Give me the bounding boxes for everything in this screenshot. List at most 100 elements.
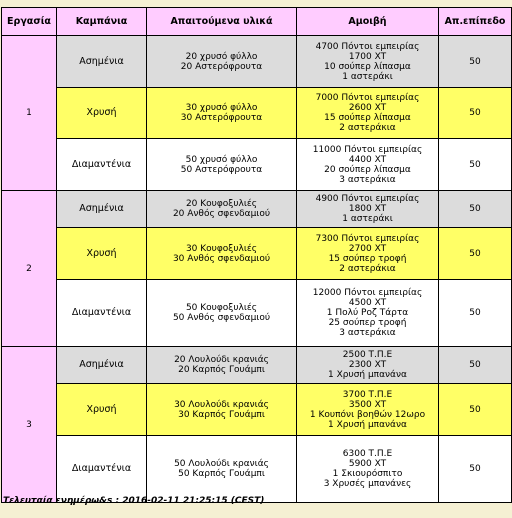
table-body: 1 Ασημένια 20 χρυσό φύλλο 20 Αστερόφρουτα 47… bbox=[1, 35, 512, 503]
campaign-cell: Διαμαντένια bbox=[56, 435, 147, 503]
table-row: Διαμαντένια 50 Λουλούδι κρανιάς 50 Καρπός … bbox=[2, 435, 512, 503]
reward-cell: 7300 Πόντοι εμπειρίας 2700 XT 15 σούπερ τρ… bbox=[296, 227, 439, 280]
reward-cell: 3700 Τ.Π.Ε 3500 XT 1 Κουπόνι βοηθών 12ωρο 1… bbox=[296, 383, 439, 436]
level-cell: 50 bbox=[438, 35, 512, 88]
table-row: 3 Ασημένια 20 Λουλούδι κρανιάς 20 Καρπός Γο… bbox=[1, 346, 512, 503]
materials-cell: 30 χρυσό φύλλο 30 Αστερόφρουτα bbox=[146, 87, 297, 139]
table-row: 2 Ασημένια 20 Κουφοξυλιές 20 Ανθός σφενδαμι… bbox=[1, 190, 512, 347]
level-cell: 50 bbox=[438, 190, 512, 228]
cell-line: 30 Λουλούδι κρανιάς bbox=[174, 399, 269, 410]
table-row: Χρυσή 30 Λουλούδι κρανιάς 30 Καρπός Γουάμπ… bbox=[2, 383, 512, 436]
table-row: Χρυσή 30 χρυσό φύλλο 30 Αστερόφρουτα 7000 Π… bbox=[2, 87, 512, 139]
cell-line: 3 αστεράκια bbox=[339, 174, 396, 185]
cell-line: 3 αστεράκια bbox=[339, 328, 396, 338]
cell-line: 30 Κουφοξυλιές bbox=[185, 243, 258, 254]
cell-line: 50 Ανθός σφενδαμιού bbox=[172, 313, 271, 323]
materials-cell: 50 Κουφοξυλιές 50 Ανθός σφενδαμιού bbox=[146, 279, 297, 347]
reward-cell: 4700 Πόντοι εμπειρίας 1700 XT 10 σούπερ λί… bbox=[296, 35, 439, 88]
cell-line: 15 σούπερ λίπασμα bbox=[324, 113, 411, 123]
table-row: Διαμαντένια 50 χρυσό φύλλο 50 Αστερόφρουτα… bbox=[2, 138, 512, 191]
cell-line: 30 Ανθός σφενδαμιού bbox=[172, 253, 271, 264]
materials-cell: 20 Κουφοξυλιές 20 Ανθός σφενδαμιού bbox=[146, 190, 297, 228]
cell-line: 3 Χρυσές μπανάνες bbox=[323, 479, 412, 489]
materials-cell: 20 χρυσό φύλλο 20 Αστερόφρουτα bbox=[146, 35, 297, 88]
cell-line: 4500 XT bbox=[348, 298, 387, 308]
cell-line: 1 αστεράκι bbox=[342, 214, 393, 224]
cell-line: 1 Σκιουρόσπιτο bbox=[332, 469, 403, 479]
cell-line: 20 χρυσό φύλλο bbox=[185, 51, 258, 62]
cell-line: 12000 Πόντοι εμπειρίας bbox=[312, 288, 423, 298]
cell-line: 20 Ανθός σφενδαμιού bbox=[172, 209, 271, 219]
campaign-table: Εργασία Καμπάνια Απαιτούμενα υλικά Αμοιβ… bbox=[1, 7, 512, 503]
cell-line: 2500 Τ.Π.Ε bbox=[342, 350, 393, 360]
level-cell: 50 bbox=[438, 87, 512, 139]
materials-cell: 20 Λουλούδι κρανιάς 20 Καρπός Γουάμπι bbox=[146, 346, 297, 384]
cell-line: 1700 XT bbox=[348, 51, 387, 62]
reward-cell: 4900 Πόντοι εμπειρίας 1800 XT 1 αστεράκι bbox=[296, 190, 439, 228]
cell-line: 1800 XT bbox=[348, 204, 387, 214]
cell-line: 3700 Τ.Π.Ε bbox=[342, 389, 393, 400]
cell-line: 30 χρυσό φύλλο bbox=[185, 103, 258, 113]
cell-line: 15 σούπερ τροφή bbox=[328, 253, 407, 264]
materials-cell: 50 χρυσό φύλλο 50 Αστερόφρουτα bbox=[146, 138, 297, 191]
cell-line: 50 Αστερόφρουτα bbox=[180, 164, 263, 175]
cell-line: 20 σούπερ λίπασμα bbox=[324, 164, 411, 175]
cell-line: 4400 XT bbox=[348, 154, 387, 165]
level-cell: 50 bbox=[438, 227, 512, 280]
level-cell: 50 bbox=[438, 346, 512, 384]
header-materials: Απαιτούμενα υλικά bbox=[146, 7, 297, 36]
cell-line: 2300 XT bbox=[348, 360, 387, 370]
cell-line: 5900 XT bbox=[348, 459, 387, 469]
table-row: Χρυσή 30 Κουφοξυλιές 30 Ανθός σφενδαμιού 73… bbox=[2, 227, 512, 280]
cell-line: 1 Κουπόνι βοηθών 12ωρο bbox=[309, 409, 426, 420]
cell-line: 4700 Πόντοι εμπειρίας bbox=[315, 41, 420, 52]
cell-line: 6300 Τ.Π.Ε bbox=[342, 449, 393, 459]
cell-line: 7300 Πόντοι εμπειρίας bbox=[315, 233, 420, 244]
materials-cell: 30 Κουφοξυλιές 30 Ανθός σφενδαμιού bbox=[146, 227, 297, 280]
cell-line: 20 Αστερόφρουτα bbox=[180, 61, 263, 72]
reward-cell: 6300 Τ.Π.Ε 5900 XT 1 Σκιουρόσπιτο 3 Χρυσές … bbox=[296, 435, 439, 503]
cell-line: 20 Κουφοξυλιές bbox=[185, 199, 258, 209]
cell-line: 50 Καρπός Γουάμπι bbox=[178, 469, 265, 479]
cell-line: 7000 Πόντοι εμπειρίας bbox=[315, 93, 420, 103]
campaign-cell: Ασημένια bbox=[56, 346, 147, 384]
cell-line: 50 Κουφοξυλιές bbox=[185, 303, 258, 313]
cell-line: 1 Χρυσή μπανάνα bbox=[328, 419, 407, 430]
cell-line: 50 Λουλούδι κρανιάς bbox=[174, 459, 269, 469]
campaign-cell: Διαμαντένια bbox=[56, 279, 147, 347]
header-row: Εργασία Καμπάνια Απαιτούμενα υλικά Αμοιβ… bbox=[1, 7, 512, 36]
level-cell: 50 bbox=[438, 383, 512, 436]
cell-line: 1 Πολύ Ροζ Τάρτα bbox=[326, 308, 409, 318]
campaign-cell: Χρυσή bbox=[56, 87, 147, 139]
campaign-cell: Ασημένια bbox=[56, 190, 147, 228]
level-cell: 50 bbox=[438, 435, 512, 503]
reward-cell: 7000 Πόντοι εμπειρίας 2600 XT 15 σούπερ λί… bbox=[296, 87, 439, 139]
cell-line: 2 αστεράκια bbox=[339, 263, 396, 274]
cell-line: 30 Καρπός Γουάμπι bbox=[178, 409, 265, 420]
cell-line: 1 Χρυσή μπανάνα bbox=[328, 370, 407, 380]
reward-cell: 12000 Πόντοι εμπειρίας 4500 XT 1 Πολύ Ροζ … bbox=[296, 279, 439, 347]
cell-line: 30 Αστερόφρουτα bbox=[180, 113, 263, 123]
table-row: 1 Ασημένια 20 χρυσό φύλλο 20 Αστερόφρουτα 47… bbox=[1, 35, 512, 191]
cell-line: 2700 XT bbox=[348, 243, 387, 254]
cell-line: 3500 XT bbox=[348, 399, 387, 410]
cell-line: 50 χρυσό φύλλο bbox=[185, 154, 258, 165]
cell-line: 2 αστεράκια bbox=[339, 123, 396, 133]
materials-cell: 30 Λουλούδι κρανιάς 30 Καρπός Γουάμπι bbox=[146, 383, 297, 436]
level-cell: 50 bbox=[438, 138, 512, 191]
last-updated-footer: Τελευταία ενημέρω&s : 2016-02-11 21:25:1… bbox=[3, 496, 265, 506]
cell-line: 1 αστεράκι bbox=[342, 71, 393, 82]
cell-line: 20 Λουλούδι κρανιάς bbox=[174, 355, 269, 365]
cell-line: 11000 Πόντοι εμπειρίας bbox=[312, 144, 423, 155]
cell-line: 2600 XT bbox=[348, 103, 387, 113]
campaign-cell: Ασημένια bbox=[56, 35, 147, 88]
header-reward: Αμοιβή bbox=[296, 7, 439, 36]
campaign-cell: Χρυσή bbox=[56, 227, 147, 280]
campaign-cell: Διαμαντένια bbox=[56, 138, 147, 191]
reward-cell: 2500 Τ.Π.Ε 2300 XT 1 Χρυσή μπανάνα bbox=[296, 346, 439, 384]
task-number-cell: 2 bbox=[1, 190, 57, 347]
header-campaign: Καμπάνια bbox=[56, 7, 147, 36]
reward-cell: 11000 Πόντοι εμπειρίας 4400 XT 20 σούπερ λ… bbox=[296, 138, 439, 191]
cell-line: 10 σούπερ λίπασμα bbox=[324, 61, 411, 72]
cell-line: 4900 Πόντοι εμπειρίας bbox=[315, 194, 420, 204]
